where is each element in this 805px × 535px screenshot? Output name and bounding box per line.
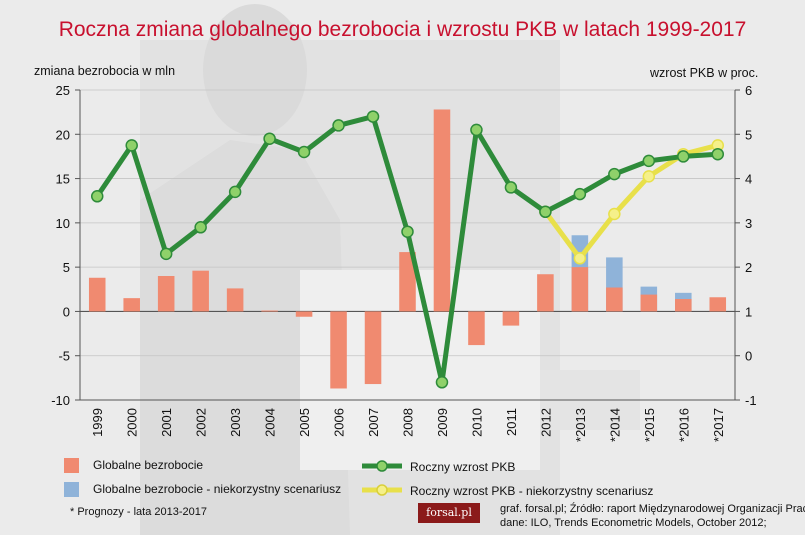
y-tick-left: 0 xyxy=(63,304,70,319)
x-tick-label: 2009 xyxy=(435,408,450,437)
legend-swatch-unemployment-adverse xyxy=(64,482,79,497)
y-tick-left: 20 xyxy=(56,127,70,142)
y-tick-right: 2 xyxy=(745,260,752,275)
x-tick-label: 2004 xyxy=(263,408,278,437)
legend-label-unemployment-adverse: Globalne bezrobocie - niekorzystny scena… xyxy=(93,482,342,496)
x-tick-label: *2016 xyxy=(676,408,691,442)
x-tick-label: 2005 xyxy=(297,408,312,437)
gdp-point xyxy=(677,150,690,163)
y-tick-left: -5 xyxy=(58,349,70,364)
x-tick-label: 2002 xyxy=(194,408,209,437)
y-tick-left: -10 xyxy=(51,393,70,408)
y-tick-left: 5 xyxy=(63,260,70,275)
bar-unemployment xyxy=(88,277,106,312)
gdp-point xyxy=(228,185,242,199)
chart-title: Roczna zmiana globalnego bezrobocia i wz… xyxy=(58,18,747,41)
bar-unemployment xyxy=(537,274,554,312)
gdp-adverse-point xyxy=(573,252,587,265)
bar-unemployment xyxy=(640,294,658,312)
x-tick-label: 2010 xyxy=(469,408,484,437)
x-tick-label: *2015 xyxy=(642,408,657,442)
y-tick-right: 6 xyxy=(745,83,752,98)
x-tick-label: 2011 xyxy=(504,408,519,436)
y-tick-right: 5 xyxy=(745,127,752,142)
gdp-point xyxy=(263,132,276,145)
gdp-adverse-point xyxy=(642,170,656,183)
bar-unemployment xyxy=(226,288,244,312)
y-tick-right: 1 xyxy=(745,304,752,319)
gdp-point xyxy=(711,147,725,161)
source-line-1: graf. forsal.pl; Źródło: raport Międzyna… xyxy=(500,503,805,515)
gdp-point xyxy=(470,123,483,137)
legend-swatch-gdp xyxy=(362,460,402,472)
forsal-logo: forsal.pl xyxy=(418,503,480,523)
bar-unemployment xyxy=(433,109,451,312)
bar-unemployment xyxy=(123,298,140,312)
x-tick-label: 2007 xyxy=(366,408,381,437)
y-tick-right: 3 xyxy=(745,216,752,231)
bar-unemployment xyxy=(261,310,278,312)
gdp-point xyxy=(332,119,345,132)
gdp-point xyxy=(90,190,104,203)
bar-unemployment xyxy=(330,311,347,389)
right-axis-title: wzrost PKB w proc. xyxy=(650,66,759,80)
gdp-point xyxy=(504,181,518,194)
gdp-point xyxy=(608,167,621,181)
x-tick-label: *2017 xyxy=(711,408,726,442)
left-axis-title: zmiana bezrobocia w mln xyxy=(34,64,176,78)
bar-unemployment xyxy=(675,299,692,312)
x-tick-label: *2014 xyxy=(607,408,622,442)
gdp-adverse-point xyxy=(608,207,621,221)
gdp-point xyxy=(366,110,380,123)
x-tick-label: 2012 xyxy=(538,408,553,437)
x-tick-label: 2001 xyxy=(159,408,174,437)
legend-label-unemployment: Globalne bezrobocie xyxy=(93,458,204,472)
gdp-point xyxy=(539,205,552,219)
source-line-2: dane: ILO, Trends Econometric Models, Oc… xyxy=(500,517,767,529)
y-tick-right: 4 xyxy=(745,172,752,187)
bar-unemployment xyxy=(468,311,485,346)
legend-swatch-gdp-adverse xyxy=(362,484,402,496)
x-tick-label: 1999 xyxy=(90,408,105,437)
legend-label-gdp: Roczny wzrost PKB xyxy=(410,460,516,474)
bar-unemployment xyxy=(709,297,727,312)
gdp-point xyxy=(435,376,449,389)
bar-unemployment xyxy=(295,311,313,317)
gdp-point xyxy=(159,247,173,261)
x-tick-label: 2003 xyxy=(228,408,243,437)
gdp-line xyxy=(95,114,718,385)
bar-unemployment xyxy=(571,267,589,312)
x-tick-label: 2006 xyxy=(332,408,347,437)
y-tick-left: 10 xyxy=(56,216,70,231)
bar-unemployment xyxy=(364,311,382,385)
x-tick-label: *2013 xyxy=(573,408,588,442)
legend-swatch-unemployment xyxy=(64,458,79,473)
gdp-adverse-line xyxy=(543,142,719,261)
gdp-point xyxy=(401,225,414,238)
bar-unemployment xyxy=(399,252,416,312)
gdp-point xyxy=(194,221,207,234)
gdp-point xyxy=(125,139,138,152)
bar-unemployment xyxy=(192,270,209,312)
x-tick-label: 2008 xyxy=(401,408,416,437)
bar-unemployment xyxy=(606,287,623,312)
gdp-point xyxy=(573,187,587,201)
y-tick-left: 15 xyxy=(56,172,70,187)
x-tick-label: 2000 xyxy=(125,408,140,437)
y-tick-right: 0 xyxy=(745,349,752,364)
bar-unemployment xyxy=(157,276,175,312)
gdp-point xyxy=(297,145,311,159)
forecast-footnote: * Prognozy - lata 2013-2017 xyxy=(70,506,207,518)
bar-unemployment xyxy=(502,311,520,326)
y-tick-right: -1 xyxy=(745,393,757,408)
legend-label-gdp-adverse: Roczny wzrost PKB - niekorzystny scenari… xyxy=(410,484,654,498)
y-tick-left: 25 xyxy=(56,83,70,98)
gdp-point xyxy=(642,154,656,168)
